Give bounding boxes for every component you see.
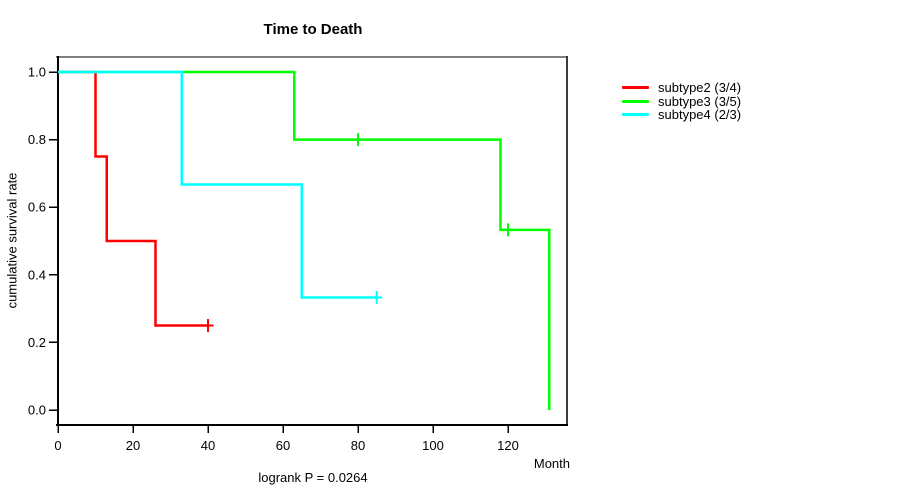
legend-label: subtype4 (2/3) bbox=[658, 107, 742, 122]
y-axis-ticks: 1.0 0.8 0.6 0.4 0.2 0.0 bbox=[28, 65, 57, 418]
legend-line-sample bbox=[622, 86, 649, 90]
survival-curve-3 bbox=[58, 70, 377, 299]
legend-line-sample bbox=[622, 99, 649, 103]
legend-label: subtype2 (3/4) bbox=[658, 80, 742, 95]
x-tick-label: 80 bbox=[351, 438, 365, 453]
x-axis-ticks: 0 20 40 60 80 100 120 bbox=[54, 425, 519, 453]
y-tick-label: 1.0 bbox=[28, 65, 46, 80]
y-tick-label: 0.2 bbox=[28, 335, 46, 350]
x-axis-unit-label: Month bbox=[533, 456, 570, 471]
survival-curve-2 bbox=[58, 70, 551, 410]
y-tick-label: 0.8 bbox=[28, 132, 46, 147]
x-tick-label: 100 bbox=[422, 438, 444, 453]
legend: subtype2 (3/4) subtype3 (3/5) subtype4 (2/… bbox=[622, 81, 741, 122]
chart-title: Time to Death bbox=[263, 21, 363, 38]
survival-curves bbox=[58, 70, 551, 410]
x-tick-label: 0 bbox=[54, 438, 61, 453]
y-tick-label: 0.0 bbox=[28, 403, 46, 418]
x-tick-label: 120 bbox=[497, 438, 519, 453]
plot-frame bbox=[56, 56, 568, 426]
logrank-pvalue-text: logrank P = 0.0264 bbox=[258, 470, 368, 485]
y-tick-label: 0.6 bbox=[28, 200, 46, 215]
x-tick-label: 40 bbox=[201, 438, 215, 453]
legend-item: subtype3 (3/5) bbox=[622, 93, 742, 109]
x-tick-label: 20 bbox=[126, 438, 140, 453]
y-tick-label: 0.4 bbox=[28, 267, 46, 282]
survival-curve-1 bbox=[58, 70, 208, 327]
x-tick-label: 60 bbox=[276, 438, 290, 453]
legend-item: subtype4 (2/3) bbox=[622, 108, 741, 122]
legend-line-sample bbox=[622, 113, 649, 117]
legend-item: subtype2 (3/4) bbox=[622, 81, 741, 95]
legend-label: subtype3 (3/5) bbox=[658, 93, 742, 109]
